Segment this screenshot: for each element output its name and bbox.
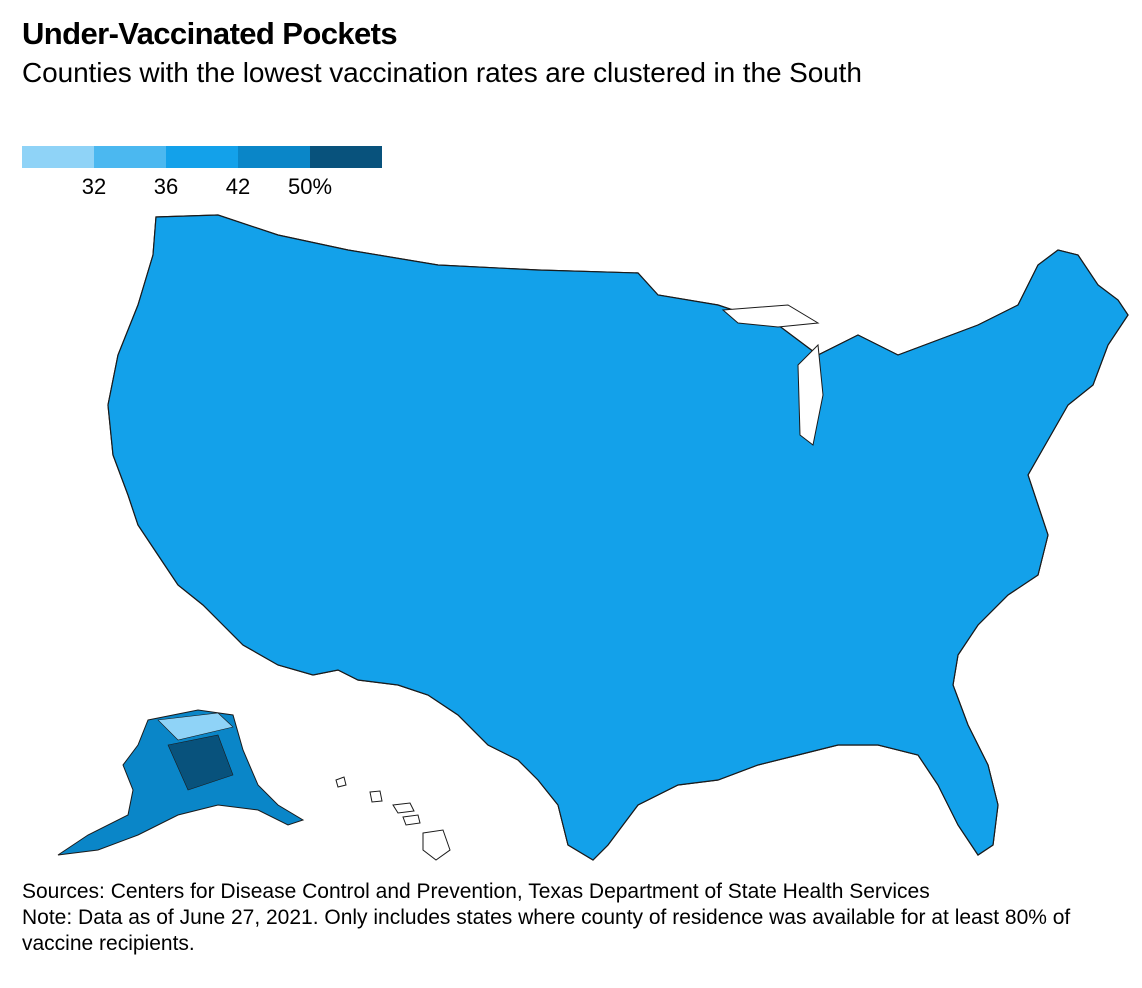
- legend-swatch-4: [238, 146, 310, 168]
- legend-swatch-3: [166, 146, 238, 168]
- alaska: [57, 709, 305, 856]
- lake-superior: [721, 304, 820, 328]
- us-outline: [107, 214, 1129, 861]
- chart-notes: Sources: Centers for Disease Control and…: [22, 879, 1122, 957]
- legend-tick-32: 32: [81, 174, 107, 199]
- hawaii: [335, 776, 451, 861]
- us-county-map: [57, 214, 1129, 861]
- great-lakes: [721, 304, 824, 446]
- legend-swatch-5: [310, 146, 382, 168]
- legend-tick-42: 42: [225, 174, 251, 199]
- color-legend: 32 36 42 50%: [22, 146, 382, 206]
- legend-tick-50: 50%: [287, 174, 333, 199]
- lake-michigan: [797, 343, 824, 446]
- legend-swatch-2: [94, 146, 166, 168]
- chart-title: Under-Vaccinated Pockets: [22, 16, 398, 51]
- legend-swatch-1: [22, 146, 94, 168]
- note-text: Note: Data as of June 27, 2021. Only inc…: [22, 906, 1071, 955]
- chart-subtitle: Counties with the lowest vaccination rat…: [22, 57, 862, 88]
- legend-tick-36: 36: [153, 174, 179, 199]
- sources-text: Sources: Centers for Disease Control and…: [22, 880, 930, 903]
